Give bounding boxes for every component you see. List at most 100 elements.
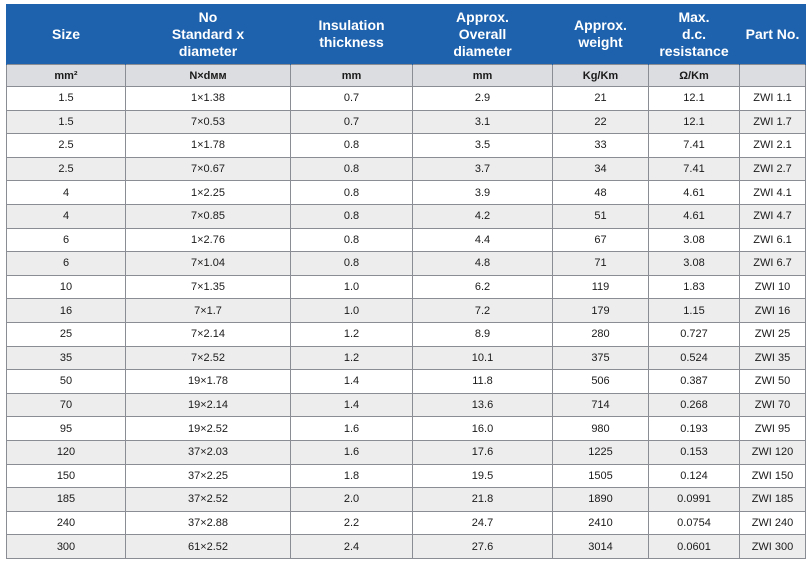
cell-resistance: 3.08 — [648, 251, 740, 276]
table-row: 150 37×2.25 1.8 19.5 1505 0.124 ZWI 150 — [6, 463, 806, 489]
cell-insulation: 2.4 — [290, 534, 413, 559]
table-row: 4 7×0.85 0.8 4.2 51 4.61 ZWI 4.7 — [6, 203, 806, 229]
cell-resistance: 0.268 — [648, 392, 740, 418]
cell-part-no: ZWI 150 — [739, 463, 806, 489]
table-body: 1.5 1×1.38 0.7 2.9 21 12.1 ZWI 1.1 1.5 7×0.53 0.7… — [6, 86, 806, 559]
cell-insulation: 1.2 — [290, 321, 413, 347]
cell-resistance: 12.1 — [648, 109, 740, 135]
cell-standard-diameter: 7×0.53 — [125, 109, 291, 135]
cell-size: 25 — [6, 321, 126, 347]
cell-insulation: 1.0 — [290, 298, 413, 323]
cell-size: 16 — [6, 298, 126, 323]
cell-overall-diameter: 6.2 — [412, 274, 553, 300]
cell-size: 1.5 — [6, 86, 126, 111]
cell-overall-diameter: 4.2 — [412, 203, 553, 229]
cell-resistance: 0.153 — [648, 439, 740, 465]
table-row: 120 37×2.03 1.6 17.6 1225 0.153 ZWI 120 — [6, 439, 806, 465]
cell-size: 6 — [6, 227, 126, 253]
cell-overall-diameter: 13.6 — [412, 392, 553, 418]
cell-insulation: 1.0 — [290, 274, 413, 300]
cell-part-no: ZWI 1.1 — [739, 86, 806, 111]
table-row: 240 37×2.88 2.2 24.7 2410 0.0754 ZWI 240 — [6, 510, 806, 536]
table-row: 185 37×2.52 2.0 21.8 1890 0.0991 ZWI 185 — [6, 487, 806, 512]
cell-standard-diameter: 7×1.35 — [125, 274, 291, 300]
cell-insulation: 0.8 — [290, 251, 413, 276]
cell-part-no: ZWI 4.1 — [739, 180, 806, 205]
cell-weight: 67 — [552, 227, 649, 253]
cell-overall-diameter: 3.1 — [412, 109, 553, 135]
cell-overall-diameter: 3.9 — [412, 180, 553, 205]
cell-insulation: 2.0 — [290, 487, 413, 512]
table-row: 2.5 1×1.78 0.8 3.5 33 7.41 ZWI 2.1 — [6, 133, 806, 158]
cell-size: 4 — [6, 180, 126, 205]
cell-size: 150 — [6, 463, 126, 489]
unit-size: mm² — [6, 64, 126, 87]
cell-insulation: 0.8 — [290, 227, 413, 253]
unit-part-no — [739, 64, 806, 87]
cell-insulation: 0.7 — [290, 109, 413, 135]
cable-spec-table: Size No Standard x diameter Insulation t… — [6, 4, 806, 559]
cell-overall-diameter: 11.8 — [412, 369, 553, 394]
cell-part-no: ZWI 300 — [739, 534, 806, 559]
cell-overall-diameter: 8.9 — [412, 321, 553, 347]
cell-size: 70 — [6, 392, 126, 418]
cell-part-no: ZWI 6.7 — [739, 251, 806, 276]
cell-standard-diameter: 7×1.04 — [125, 251, 291, 276]
cell-part-no: ZWI 95 — [739, 416, 806, 441]
cell-part-no: ZWI 185 — [739, 487, 806, 512]
cell-standard-diameter: 37×2.03 — [125, 439, 291, 465]
cell-resistance: 0.524 — [648, 345, 740, 371]
cell-overall-diameter: 24.7 — [412, 510, 553, 536]
table-row: 6 7×1.04 0.8 4.8 71 3.08 ZWI 6.7 — [6, 251, 806, 276]
cell-overall-diameter: 3.5 — [412, 133, 553, 158]
cell-weight: 506 — [552, 369, 649, 394]
cell-weight: 119 — [552, 274, 649, 300]
cell-weight: 33 — [552, 133, 649, 158]
cell-part-no: ZWI 16 — [739, 298, 806, 323]
cell-part-no: ZWI 70 — [739, 392, 806, 418]
cell-part-no: ZWI 2.7 — [739, 156, 806, 182]
cell-resistance: 7.41 — [648, 156, 740, 182]
cell-standard-diameter: 7×2.52 — [125, 345, 291, 371]
cell-standard-diameter: 37×2.25 — [125, 463, 291, 489]
cell-insulation: 0.7 — [290, 86, 413, 111]
cell-standard-diameter: 1×1.78 — [125, 133, 291, 158]
cell-weight: 1225 — [552, 439, 649, 465]
table-row: 10 7×1.35 1.0 6.2 119 1.83 ZWI 10 — [6, 274, 806, 300]
cell-size: 50 — [6, 369, 126, 394]
table-row: 16 7×1.7 1.0 7.2 179 1.15 ZWI 16 — [6, 298, 806, 323]
cell-overall-diameter: 17.6 — [412, 439, 553, 465]
cell-weight: 3014 — [552, 534, 649, 559]
cell-resistance: 4.61 — [648, 203, 740, 229]
cell-resistance: 0.0754 — [648, 510, 740, 536]
cell-part-no: ZWI 240 — [739, 510, 806, 536]
cell-weight: 375 — [552, 345, 649, 371]
cell-weight: 48 — [552, 180, 649, 205]
cell-weight: 980 — [552, 416, 649, 441]
cell-resistance: 4.61 — [648, 180, 740, 205]
cell-part-no: ZWI 4.7 — [739, 203, 806, 229]
header-overall-diameter: Approx. Overall diameter — [412, 4, 553, 65]
cell-standard-diameter: 7×0.67 — [125, 156, 291, 182]
header-size: Size — [6, 4, 126, 65]
cell-standard-diameter: 7×2.14 — [125, 321, 291, 347]
cell-size: 240 — [6, 510, 126, 536]
cell-size: 2.5 — [6, 156, 126, 182]
cell-size: 4 — [6, 203, 126, 229]
cell-insulation: 2.2 — [290, 510, 413, 536]
cell-overall-diameter: 4.4 — [412, 227, 553, 253]
unit-standard-diameter: N×dмм — [125, 64, 291, 87]
cell-weight: 1890 — [552, 487, 649, 512]
cell-resistance: 1.15 — [648, 298, 740, 323]
header-part-no: Part No. — [739, 4, 806, 65]
cell-overall-diameter: 4.8 — [412, 251, 553, 276]
cell-resistance: 12.1 — [648, 86, 740, 111]
header-insulation-thickness: Insulation thickness — [290, 4, 413, 65]
cable-spec-table-container: Size No Standard x diameter Insulation t… — [6, 4, 806, 559]
cell-size: 35 — [6, 345, 126, 371]
cell-standard-diameter: 19×1.78 — [125, 369, 291, 394]
cell-weight: 22 — [552, 109, 649, 135]
table-row: 50 19×1.78 1.4 11.8 506 0.387 ZWI 50 — [6, 369, 806, 394]
cell-weight: 34 — [552, 156, 649, 182]
table-row: 4 1×2.25 0.8 3.9 48 4.61 ZWI 4.1 — [6, 180, 806, 205]
